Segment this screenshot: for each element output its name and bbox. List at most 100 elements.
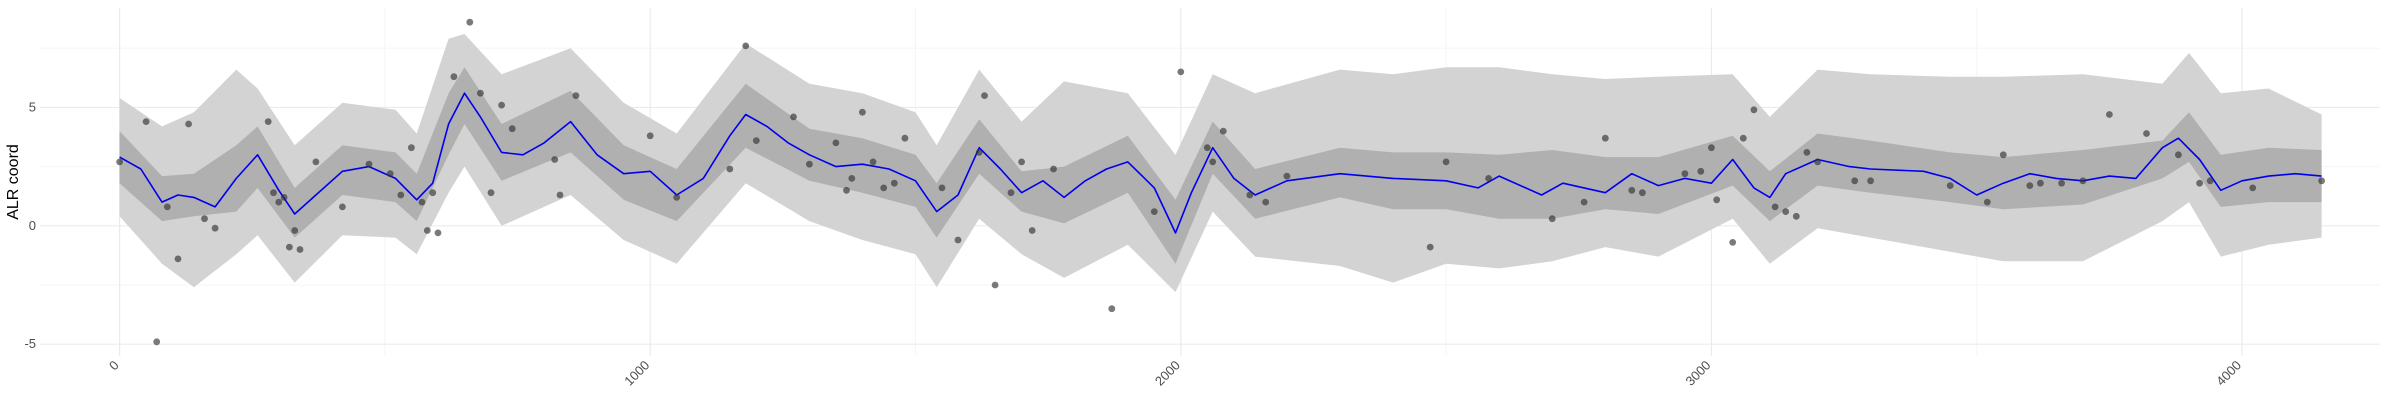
data-point (1050, 165, 1057, 173)
data-point (264, 118, 272, 125)
data-point (2079, 177, 2087, 185)
data-point (1713, 196, 1721, 204)
data-point (1639, 189, 1646, 197)
data-point (1983, 198, 1991, 206)
data-point (1246, 191, 1254, 199)
data-point (991, 281, 999, 289)
data-point (1283, 172, 1291, 180)
data-point (1601, 134, 1609, 142)
data-point (1203, 144, 1211, 152)
data-point (790, 113, 797, 121)
data-point (1771, 203, 1779, 211)
data-point (880, 184, 888, 192)
data-point (280, 194, 288, 201)
data-point (185, 120, 193, 128)
data-point (291, 227, 299, 234)
data-point (1729, 239, 1737, 246)
data-point (466, 18, 474, 26)
data-point (1681, 170, 1689, 178)
data-point (869, 158, 877, 166)
data-point (1007, 189, 1015, 197)
data-point (1177, 68, 1185, 76)
data-point (981, 92, 988, 99)
x-tick-label: 3000 (1682, 358, 1713, 389)
y-tick-label: 0 (29, 218, 36, 233)
data-point (806, 160, 813, 168)
data-point (116, 158, 123, 166)
data-point (1792, 212, 1800, 220)
data-point (1442, 158, 1450, 166)
data-point (418, 198, 426, 206)
data-point (1750, 106, 1758, 114)
data-point (450, 73, 458, 81)
data-point (1851, 177, 1859, 185)
inner-interval-band (119, 67, 2322, 264)
data-point (201, 215, 208, 223)
x-tick-label: 0 (106, 358, 122, 374)
data-point (2175, 151, 2182, 159)
y-axis-label: ALR coord (5, 144, 22, 220)
data-point (1803, 149, 1811, 156)
data-point (752, 137, 760, 145)
data-point (1548, 215, 1556, 223)
data-point (286, 243, 293, 251)
x-tick-label: 2000 (1152, 358, 1183, 389)
data-point (890, 179, 898, 187)
mean-line-layer (119, 92, 2322, 234)
data-point (386, 170, 394, 178)
y-axis-ticks: -5 0 5 (24, 99, 36, 351)
x-tick-label: 1000 (621, 358, 652, 389)
data-point (2026, 182, 2034, 190)
mean-line (119, 92, 2322, 234)
data-point (477, 89, 484, 97)
data-point (312, 158, 320, 166)
data-point (954, 236, 962, 244)
data-point (2249, 184, 2257, 192)
data-point (832, 139, 840, 147)
data-point (1628, 186, 1636, 194)
data-point (397, 191, 405, 199)
data-point (142, 118, 150, 125)
x-tick-label: 4000 (2213, 358, 2244, 389)
data-point (1697, 167, 1705, 175)
data-point (270, 189, 277, 197)
data-point (1782, 208, 1790, 216)
y-tick-label: -5 (24, 336, 36, 351)
data-point (498, 101, 505, 109)
data-point (429, 189, 437, 197)
observed-points (116, 18, 2326, 346)
data-point (211, 224, 219, 232)
data-point (556, 191, 564, 199)
data-point (1108, 305, 1116, 313)
data-point (1946, 182, 1954, 190)
data-point (408, 144, 415, 152)
data-point (2058, 179, 2066, 187)
data-point (551, 156, 559, 163)
data-point (423, 227, 431, 234)
data-point (2143, 130, 2150, 137)
data-point (2037, 179, 2044, 187)
data-point (1028, 227, 1036, 234)
y-tick-label: 5 (29, 99, 36, 114)
data-point (742, 42, 750, 50)
data-point (975, 149, 983, 156)
data-point (2196, 179, 2204, 187)
data-point (859, 108, 866, 116)
data-point (508, 125, 516, 133)
data-point (365, 160, 373, 168)
data-point (153, 338, 161, 346)
confidence-bands (119, 34, 2322, 293)
data-point (1739, 134, 1747, 142)
data-point (1708, 144, 1715, 152)
data-point (1999, 151, 2007, 159)
data-point (174, 255, 182, 263)
data-point (673, 194, 681, 201)
data-point (1485, 175, 1492, 182)
data-point (1018, 158, 1025, 166)
data-point (2106, 111, 2113, 118)
data-point (572, 92, 580, 99)
data-point (1867, 177, 1874, 185)
data-point (275, 198, 283, 206)
data-point (1814, 158, 1821, 166)
